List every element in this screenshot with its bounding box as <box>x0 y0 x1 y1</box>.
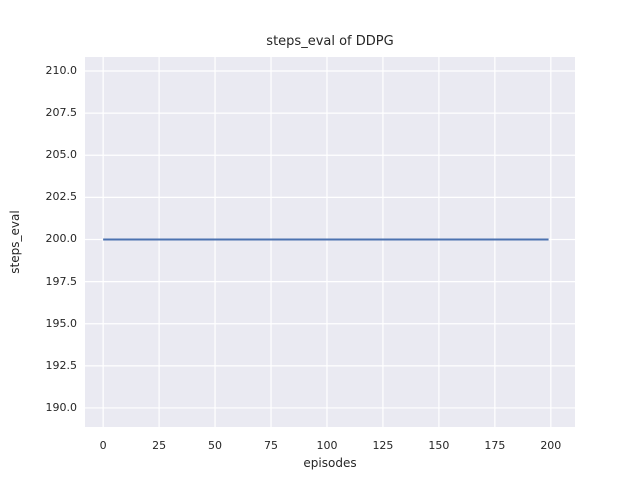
y-tick-label: 195.0 <box>45 316 78 330</box>
x-tick-label: 125 <box>372 439 394 452</box>
x-tick-label: 50 <box>208 439 223 452</box>
y-tick-label: 190.0 <box>45 400 78 414</box>
y-tick-label: 202.5 <box>45 190 78 204</box>
x-tick-label: 150 <box>428 439 450 452</box>
y-tick-label: 197.5 <box>45 274 78 288</box>
plot-area <box>85 57 575 427</box>
x-tick-label: 175 <box>484 439 506 452</box>
chart-title: steps_eval of DDPG <box>266 34 394 49</box>
x-tick-label: 200 <box>540 439 562 452</box>
y-tick-label: 192.5 <box>45 358 78 372</box>
y-tick-label: 200.0 <box>45 232 78 246</box>
x-tick-label: 75 <box>264 439 279 452</box>
y-tick-label: 205.0 <box>45 148 78 162</box>
x-tick-label: 0 <box>99 439 107 452</box>
y-axis-label: steps_eval <box>8 210 22 274</box>
plot-canvas <box>85 57 575 427</box>
x-tick-label: 25 <box>152 439 167 452</box>
y-tick-label: 210.0 <box>45 63 78 77</box>
y-tick-label: 207.5 <box>45 106 78 120</box>
x-tick-label: 100 <box>316 439 338 452</box>
x-axis-label: episodes <box>303 456 357 470</box>
